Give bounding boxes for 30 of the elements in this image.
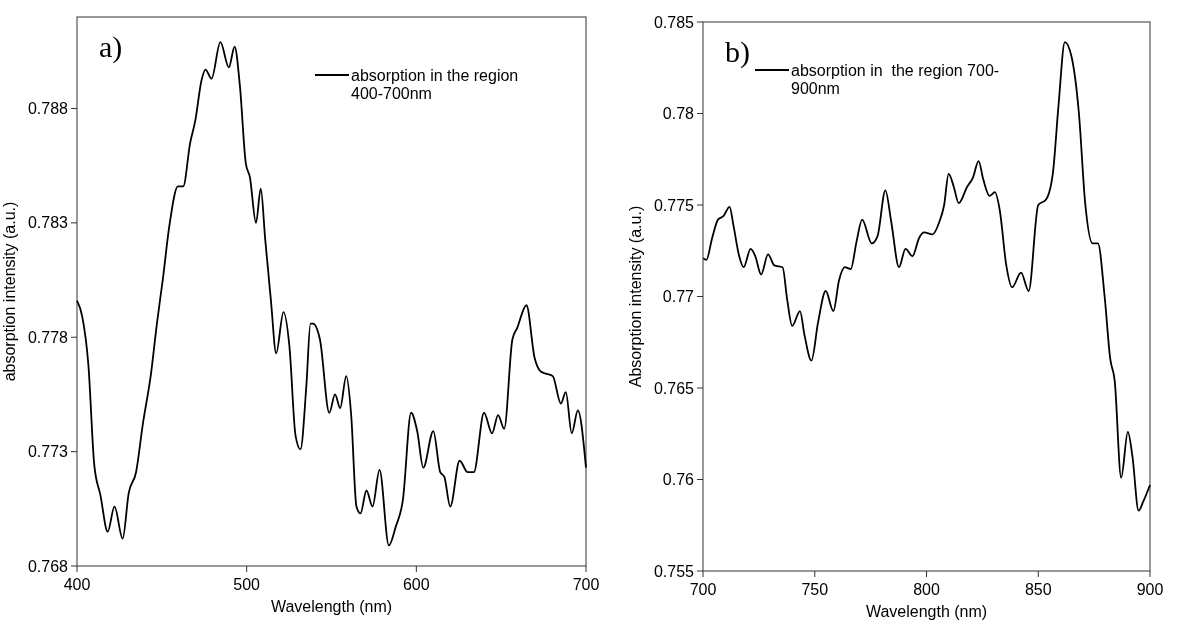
y-tick-label: 0.773 <box>27 443 69 461</box>
y-axis-title: Absorption intensity (a.u.) <box>627 205 644 388</box>
y-axis-title: absorption intensity (a.u.) <box>1 201 18 382</box>
legend-label: absorption in the region 700-900nm <box>791 61 1000 97</box>
y-tick-label: 0.788 <box>27 100 69 118</box>
x-tick-label: 700 <box>572 576 600 593</box>
y-tick-label: 0.755 <box>653 562 695 580</box>
y-tick-label: 0.77 <box>662 288 695 306</box>
annotation: b) <box>725 35 750 69</box>
annotation: a) <box>99 30 123 64</box>
y-tick-label: 0.778 <box>27 328 69 346</box>
x-tick-label: 900 <box>1136 581 1164 598</box>
y-tick-label: 0.783 <box>27 214 69 232</box>
y-tick-label: 0.785 <box>653 13 695 31</box>
y-tick-label: 0.765 <box>653 379 695 397</box>
y-tick-label: 0.78 <box>662 105 695 123</box>
y-tick-label: 0.775 <box>653 196 695 214</box>
legend-label: absorption in the region 400-700nm <box>351 66 519 102</box>
x-tick-label: 700 <box>689 581 717 598</box>
line-series <box>702 41 1151 512</box>
x-tick-label: 400 <box>63 576 91 593</box>
x-tick-label: 750 <box>801 581 829 598</box>
x-tick-label: 600 <box>402 576 430 593</box>
x-axis-title: Wavelength (nm) <box>865 603 988 620</box>
x-tick-label: 850 <box>1024 581 1052 598</box>
y-tick-label: 0.76 <box>662 471 695 489</box>
x-tick-label: 800 <box>913 581 940 598</box>
y-tick-label: 0.768 <box>27 557 69 575</box>
x-axis-title: Wavelength (nm) <box>270 598 393 615</box>
x-tick-label: 500 <box>233 576 261 593</box>
